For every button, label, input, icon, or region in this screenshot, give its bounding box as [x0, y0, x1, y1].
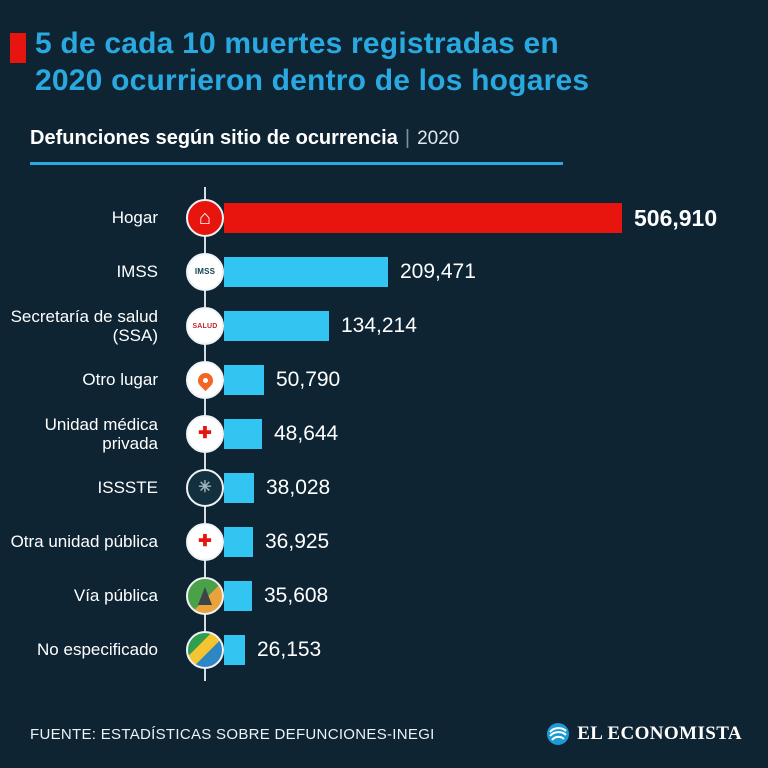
value-label: 134,214	[341, 314, 417, 338]
value-label: 506,910	[634, 204, 718, 231]
bar-chart: Hogar ⌂ 506,910 IMSS IMSS 209,471 Secretaría d…	[0, 187, 768, 682]
chart-rows: Hogar ⌂ 506,910 IMSS IMSS 209,471 Secretaría d…	[0, 191, 768, 677]
category-icon-cell	[170, 361, 224, 400]
value-label: 35,608	[264, 584, 329, 608]
bar-cell: 38,028	[224, 473, 768, 504]
category-icon-cell: IMSS	[170, 253, 224, 292]
category-label: Hogar	[111, 208, 158, 228]
category-label: No especificado	[37, 640, 158, 660]
bar	[224, 635, 245, 666]
value-label: 209,471	[400, 260, 476, 284]
bar	[224, 473, 254, 504]
road-icon	[186, 577, 224, 616]
category-icon-cell: ✚	[170, 415, 224, 454]
chart-subtitle: Defunciones según sitio de ocurrencia | 20…	[30, 127, 768, 150]
category-label: ISSSTE	[97, 478, 158, 498]
chart-row: No especificado 26,153	[0, 623, 768, 677]
category-icon-cell: ✳	[170, 469, 224, 508]
brand-name: EL ECONOMISTA	[577, 723, 742, 744]
value-label: 50,790	[276, 368, 341, 392]
chart-row: Vía pública 35,608	[0, 569, 768, 623]
value-label: 48,644	[274, 422, 339, 446]
page-title: 5 de cada 10 muertes registradas en 2020…	[35, 27, 590, 97]
chart-row: ISSSTE ✳ 38,028	[0, 461, 768, 515]
flag-icon	[186, 631, 224, 670]
bar-cell: 36,925	[224, 527, 768, 558]
bar	[224, 257, 388, 288]
location-pin-icon	[186, 361, 224, 400]
bar	[224, 365, 264, 396]
house-icon: ⌂	[186, 199, 224, 238]
footer: FUENTE: ESTADÍSTICAS SOBRE DEFUNCIONES-I…	[30, 722, 742, 746]
bar-cell: 35,608	[224, 581, 768, 612]
bar	[224, 311, 329, 342]
category-icon-cell: SALUD	[170, 307, 224, 346]
chart-row: Hogar ⌂ 506,910	[0, 191, 768, 245]
value-label: 36,925	[265, 530, 330, 554]
bar-cell: 134,214	[224, 311, 768, 342]
bar-cell: 50,790	[224, 365, 768, 396]
chart-row: Otra unidad pública ✚ 36,925	[0, 515, 768, 569]
category-icon-cell	[170, 631, 224, 670]
category-label: Secretaría de salud (SSA)	[10, 306, 158, 346]
chart-row: Secretaría de salud (SSA) SALUD 134,214	[0, 299, 768, 353]
bar-cell: 26,153	[224, 635, 768, 666]
public-clinic-icon: ✚	[186, 523, 224, 562]
subtitle-separator: |	[404, 127, 411, 150]
private-clinic-icon: ✚	[186, 415, 224, 454]
issste-logo-icon: ✳	[186, 469, 224, 508]
category-label: Vía pública	[73, 586, 158, 606]
bar-cell: 48,644	[224, 419, 768, 450]
value-label: 38,028	[266, 476, 331, 500]
category-label: Otro lugar	[82, 370, 158, 390]
category-icon-cell: ✚	[170, 523, 224, 562]
subtitle-underline	[30, 162, 563, 166]
category-label: IMSS	[116, 262, 158, 282]
category-label: Otra unidad pública	[10, 532, 158, 552]
subtitle-block: Defunciones según sitio de ocurrencia | 20…	[30, 127, 768, 166]
chart-row: Otro lugar 50,790	[0, 353, 768, 407]
bar-cell: 506,910	[224, 203, 768, 234]
category-icon-cell	[170, 577, 224, 616]
bar	[224, 527, 253, 558]
value-label: 26,153	[257, 638, 322, 662]
category-label: Unidad médica privada	[44, 414, 158, 454]
source-note: FUENTE: ESTADÍSTICAS SOBRE DEFUNCIONES-I…	[30, 725, 435, 743]
header: 5 de cada 10 muertes registradas en 2020…	[0, 0, 768, 99]
subtitle-text: Defunciones según sitio de ocurrencia	[30, 127, 398, 150]
category-icon-cell: ⌂	[170, 199, 224, 238]
brand: EL ECONOMISTA	[546, 722, 742, 746]
bar	[224, 419, 262, 450]
chart-row: IMSS IMSS 209,471	[0, 245, 768, 299]
el-economista-logo-icon	[547, 723, 570, 745]
title-bullet	[10, 33, 26, 63]
salud-ssa-logo-icon: SALUD	[186, 307, 224, 346]
subtitle-year: 2020	[417, 128, 460, 150]
bar	[224, 581, 252, 612]
chart-row: Unidad médica privada ✚ 48,644	[0, 407, 768, 461]
bar	[224, 203, 622, 234]
bar-cell: 209,471	[224, 257, 768, 288]
imss-logo-icon: IMSS	[186, 253, 224, 292]
